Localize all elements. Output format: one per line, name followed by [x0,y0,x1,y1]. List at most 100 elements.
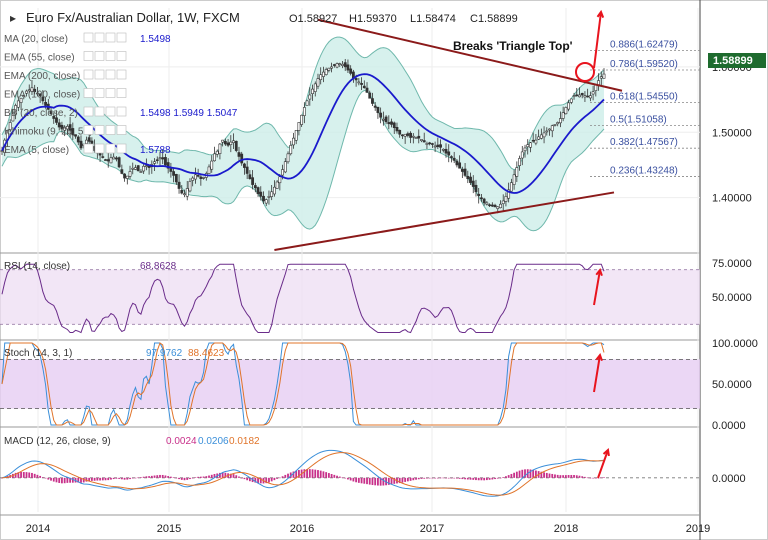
collapse-arrow-icon[interactable]: ▸ [10,11,16,25]
stochastic-legend[interactable]: Stoch (14, 3, 1) 97.9762 88.4623 [4,348,225,359]
macd-hist-bar [85,477,88,482]
candle-body [281,169,284,176]
macd-hist-bar [319,470,322,478]
candle-body [106,159,110,162]
macd-hist-bar [494,477,496,480]
candle-body [430,143,434,145]
candle-body [213,153,216,162]
arrow-shaft [597,449,609,479]
macd-hist-bar [134,477,137,479]
macd-hist-bar [379,477,382,486]
macd-hist-bar [39,475,42,478]
candle-body [191,177,195,181]
candle-body [526,144,530,148]
candle-body [63,126,67,131]
candle-body [545,130,549,133]
macd-hist-bar [229,473,232,478]
candle-body [164,157,167,166]
candle-body [580,92,584,96]
candle-body [433,145,437,148]
macd-hist-bar [458,477,461,479]
macd-hist-bar [191,477,194,479]
candle-body [341,63,344,66]
candle-body [425,143,429,145]
fib-level-label: 0.786(1.59520) [610,59,678,70]
macd-hist-bar [314,469,317,478]
macd-hist-bar [355,477,358,483]
macd-hist-bar [224,472,227,478]
macd-hist-bar [306,469,308,478]
candle-body [183,193,186,196]
candle-body [572,95,576,97]
macd-hist-bar [257,477,259,484]
candle-body [586,95,590,98]
candle-body [490,204,494,207]
candle-body [286,153,290,163]
fibonacci-levels: 0.886(1.62479) 0.786(1.59520) 0.618(1.5455… [590,40,700,177]
macd-hist-bar [363,477,366,484]
macd-hist-bar [532,469,535,478]
indicator-control-icon [105,51,116,61]
macd-hist-bar [548,473,551,478]
candle-body [362,85,366,89]
macd-hist-bar [22,472,25,478]
candle-body [112,156,116,160]
macd-hist-bar [164,475,167,478]
macd-hist-bar [183,477,186,481]
macd-hist-bar [175,477,178,479]
price-axis-tick-label: 1.50000 [712,127,752,139]
candle-body [422,140,426,143]
macd-hist-bar [477,477,480,481]
macd-hist-bar [295,470,298,478]
candle-body [144,165,148,167]
candle-body [87,137,91,142]
price-candles[interactable] [0,58,606,214]
candle-body [520,151,524,159]
ohlc-close: C1.58899 [470,13,518,25]
indicator-label: EMA (100, close) [4,90,80,101]
macd-hist-bar [524,469,526,478]
arrow-head [602,448,610,457]
candle-body [232,140,235,143]
macd-hist-bar [594,477,597,479]
candle-body [38,93,42,96]
macd-hist-bar [406,477,409,482]
candle-body [300,114,304,125]
candle-body [387,122,391,125]
candle-body [409,132,412,138]
candle-body [501,200,505,204]
candle-body [125,175,129,179]
ohlc-high: H1.59370 [349,13,397,25]
macd-hist-bar [80,477,82,483]
macd-hist-bar [393,477,396,484]
candle-body [332,64,336,66]
candle-body [322,71,325,77]
candle-body [401,134,404,137]
macd-hist-bar [415,477,417,480]
indicator-control-icon [83,51,94,61]
candle-body [169,168,173,172]
macd-hist-bar [505,476,507,478]
indicator-control-icon [94,51,105,61]
candle-body [518,158,521,166]
macd-hist-bar [77,477,80,483]
indicator-control-icon [83,106,94,117]
stoch-k-value: 97.9762 [146,348,183,359]
indicator-legend[interactable]: MA (20, close) 1.5498 EMA (55, close) EMA (… [4,32,238,156]
candle-body [207,166,211,174]
candle-body [248,174,252,180]
candle-body [452,157,456,161]
candle-body [599,76,603,79]
macd-hist-bar [480,477,483,481]
rsi-legend[interactable]: RSI (14, close) 68.8628 [4,261,177,272]
candle-body [531,139,535,142]
candle-body [330,66,334,69]
candle-body [537,136,541,140]
candle-body [313,83,317,92]
macd-hist-bar [529,469,532,478]
macd-hist-bar [238,476,240,478]
arrow-shaft [593,11,602,69]
candle-body [283,161,287,173]
macd-legend[interactable]: MACD (12, 26, close, 9) 0.0024 0.0206 0.… [4,436,260,447]
